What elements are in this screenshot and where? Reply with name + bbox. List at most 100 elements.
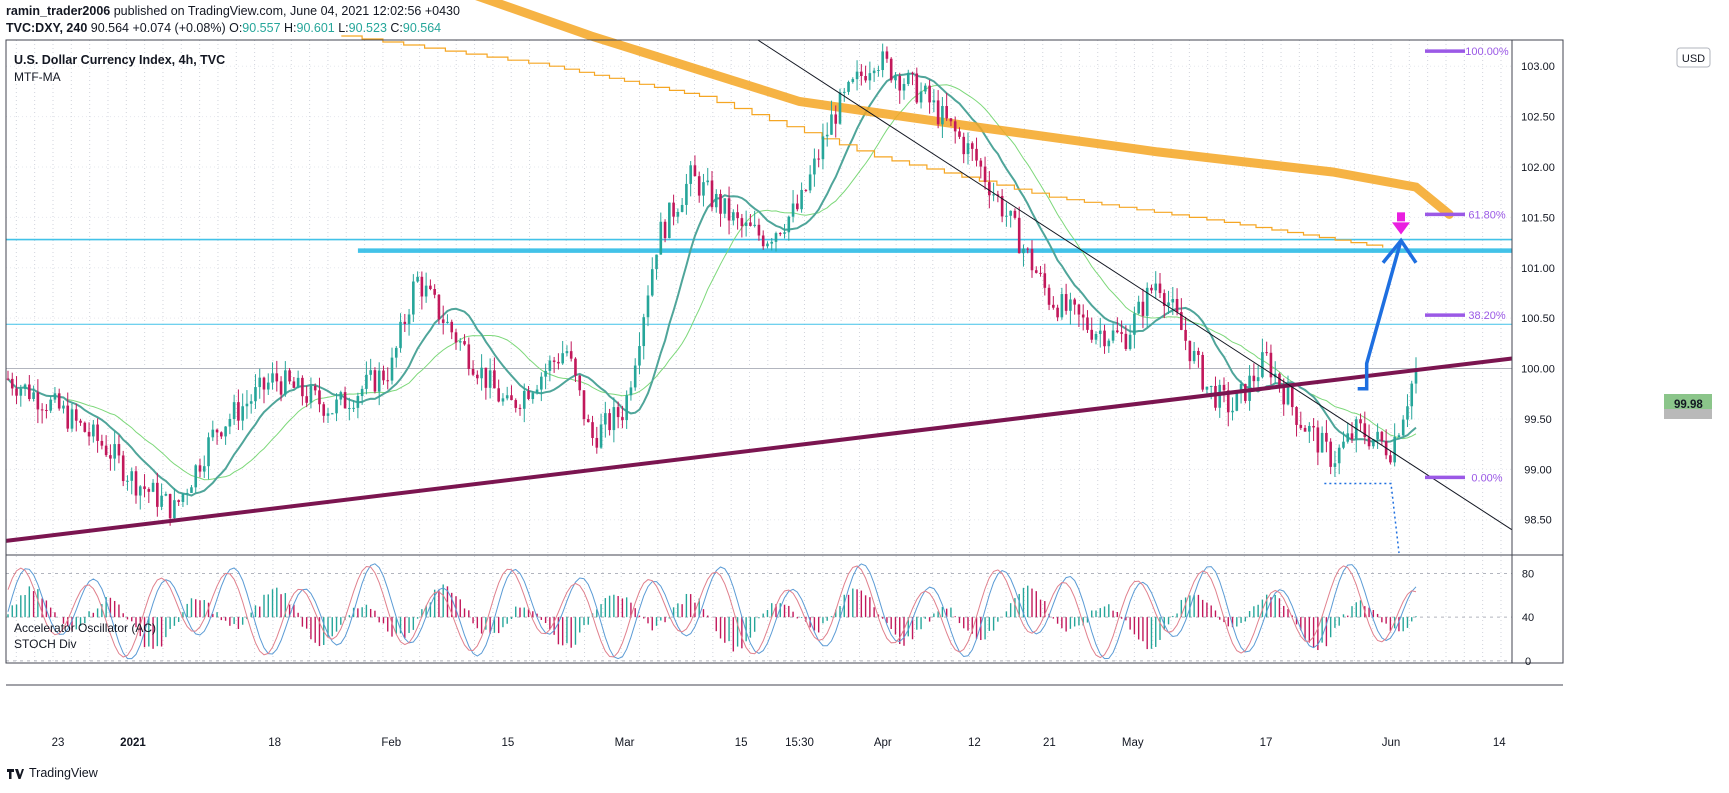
candle-body (117, 444, 121, 456)
candle-body (1201, 354, 1204, 390)
candle-body (322, 404, 326, 416)
candle-body (872, 70, 876, 74)
candle-body (744, 222, 748, 227)
candle-body (770, 241, 774, 244)
currency-button[interactable]: USD (1676, 47, 1711, 68)
candle-body (493, 370, 496, 389)
candle-body (766, 243, 769, 247)
candle-body (126, 480, 129, 482)
candle-body (860, 71, 863, 76)
candle-body (1290, 386, 1294, 408)
candle-body (160, 495, 163, 507)
candle-body (1333, 463, 1337, 467)
tradingview-logo-icon (6, 766, 24, 780)
candle-body (1034, 270, 1038, 273)
candle-body (271, 373, 274, 383)
candle-body (232, 402, 236, 420)
candle-body (1030, 248, 1034, 271)
candle-body (241, 406, 244, 421)
candle-body (1009, 210, 1012, 216)
candle-body (416, 276, 419, 282)
candle-body (522, 390, 526, 409)
osc-tick-label: 40 (1522, 612, 1534, 624)
candle-body (1372, 439, 1375, 447)
candle-body (1350, 433, 1354, 440)
candle-body (936, 100, 940, 125)
candle-body (1000, 195, 1004, 217)
candle-body (889, 58, 893, 81)
candle-body (924, 85, 927, 92)
osc-tick-label: 80 (1522, 568, 1534, 580)
candle-body (96, 424, 99, 441)
candle-body (156, 482, 159, 507)
price-tick-label: 101.50 (1521, 212, 1555, 224)
symbol[interactable]: TVC:DXY, 240 (6, 21, 88, 35)
candle-body (838, 92, 842, 124)
symbol-line: TVC:DXY, 240 90.564 +0.074 (+0.08%) O:90… (6, 21, 441, 35)
candle-body (697, 176, 701, 196)
candle-body (1226, 390, 1230, 413)
candle-body (403, 321, 407, 324)
candle-body (450, 321, 454, 333)
candle-body (548, 360, 552, 371)
candle-body (215, 429, 219, 433)
candle-body (808, 174, 812, 191)
candle-body (1180, 312, 1183, 330)
candle-body (1205, 386, 1209, 390)
ma-orange-step-line (341, 35, 1384, 248)
candle-body (1401, 419, 1405, 436)
candle-body (996, 194, 1000, 196)
candle-body (813, 158, 816, 175)
candle-body (834, 114, 838, 124)
candle-body (70, 409, 74, 429)
time-tick-label: Mar (615, 737, 635, 749)
candle-body (842, 91, 846, 93)
stoch-d-line (7, 565, 1417, 659)
candle-body (296, 377, 300, 388)
time-tick-label: 15:30 (785, 737, 814, 749)
candle-body (1116, 330, 1119, 333)
vertical-gridlines (15, 40, 1502, 663)
candle-body (953, 121, 957, 132)
candle-body (1393, 437, 1396, 463)
publisher-name[interactable]: ramin_trader2006 (6, 4, 111, 18)
candle-body (1073, 299, 1076, 305)
price-change: +0.074 (+0.08%) (132, 21, 226, 35)
candle-body (1231, 410, 1234, 413)
candle-body (650, 269, 654, 296)
candle-body (1363, 423, 1367, 438)
candle-body (1192, 350, 1196, 362)
candle-body (1308, 425, 1311, 432)
candle-body (1218, 384, 1222, 408)
candle-body (535, 389, 539, 394)
candle-body (335, 399, 338, 414)
price-tick-label: 102.50 (1521, 112, 1555, 124)
candle-body (949, 118, 953, 122)
candle-body (719, 193, 722, 214)
candle-body (382, 370, 385, 381)
candle-body (330, 413, 334, 415)
candle-body (377, 370, 381, 392)
candle-body (825, 134, 829, 137)
candle-body (992, 194, 995, 196)
candle-body (599, 424, 603, 448)
candle-body (326, 413, 330, 416)
candle-body (680, 204, 684, 212)
candle-body (1269, 352, 1273, 378)
candle-body (885, 51, 889, 59)
close-label: C: (390, 21, 403, 35)
candle-body (309, 385, 313, 403)
candle-body (6, 378, 10, 380)
candle-body (783, 232, 786, 234)
osc-label-1: Accelerator Oscillator (AC) (14, 621, 156, 635)
candle-body (881, 51, 884, 71)
candle-body (339, 392, 343, 400)
footer-brand[interactable]: TradingView (6, 766, 98, 780)
candle-body (164, 493, 168, 496)
time-tick-label: Apr (874, 737, 892, 749)
candle-body (476, 374, 479, 379)
candle-body (32, 392, 35, 400)
candle-body (1312, 425, 1315, 428)
candle-body (292, 381, 296, 388)
